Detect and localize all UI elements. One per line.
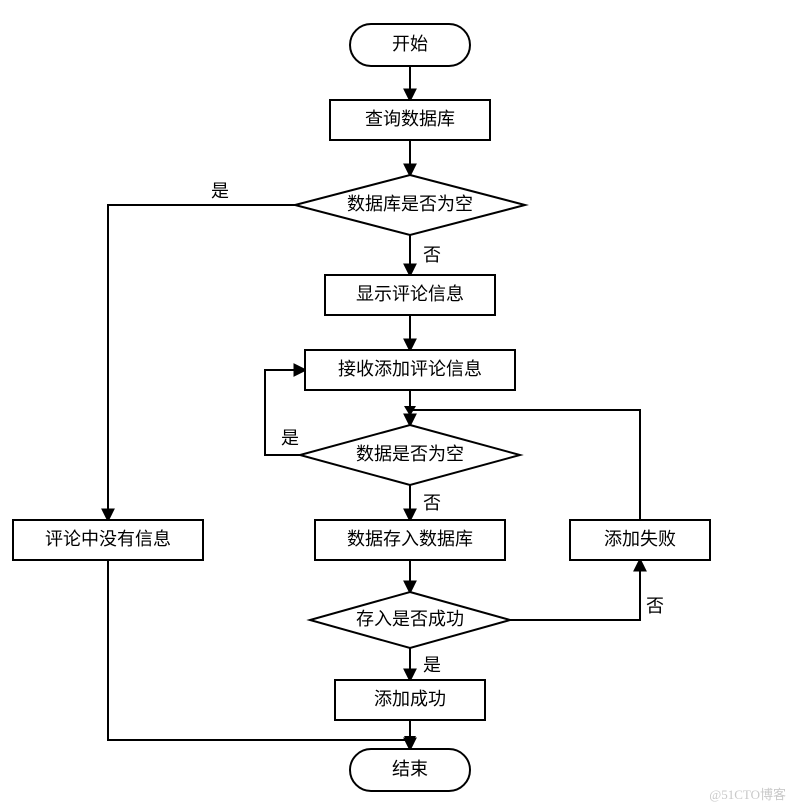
node-label: 数据是否为空 xyxy=(356,444,464,464)
node-no_info: 评论中没有信息 xyxy=(13,520,203,560)
edge-label: 否 xyxy=(423,245,441,265)
edge-label: 是 xyxy=(211,181,229,201)
node-label: 显示评论信息 xyxy=(356,284,464,304)
edge-label: 是 xyxy=(281,428,299,448)
flowchart-canvas: 否否是是是否开始查询数据库数据库是否为空显示评论信息接收添加评论信息数据是否为空… xyxy=(0,0,796,807)
edge-label: 是 xyxy=(423,655,441,675)
edge xyxy=(108,205,295,520)
edges-layer: 否否是是是否 xyxy=(108,66,664,749)
node-recv_add: 接收添加评论信息 xyxy=(305,350,515,390)
edge-label: 否 xyxy=(423,493,441,513)
watermark: @51CTO博客 xyxy=(709,787,786,802)
node-add_ok: 添加成功 xyxy=(335,680,485,720)
edge xyxy=(510,560,640,620)
node-end: 结束 xyxy=(350,749,470,791)
node-start: 开始 xyxy=(350,24,470,66)
node-store_db: 数据存入数据库 xyxy=(315,520,505,560)
node-label: 接收添加评论信息 xyxy=(338,359,482,379)
node-show_comments: 显示评论信息 xyxy=(325,275,495,315)
node-label: 添加成功 xyxy=(374,689,446,709)
node-label: 数据库是否为空 xyxy=(347,194,473,214)
node-label: 添加失败 xyxy=(604,529,676,549)
node-db_empty: 数据库是否为空 xyxy=(295,175,525,235)
node-label: 数据存入数据库 xyxy=(347,529,473,549)
node-label: 开始 xyxy=(392,34,428,54)
node-add_fail: 添加失败 xyxy=(570,520,710,560)
edge-label: 否 xyxy=(646,596,664,616)
nodes-layer: 开始查询数据库数据库是否为空显示评论信息接收添加评论信息数据是否为空数据存入数据… xyxy=(13,24,710,791)
node-label: 存入是否成功 xyxy=(356,609,464,629)
node-data_empty: 数据是否为空 xyxy=(300,425,520,485)
node-label: 结束 xyxy=(392,759,428,779)
node-label: 查询数据库 xyxy=(365,109,455,129)
node-label: 评论中没有信息 xyxy=(45,529,171,549)
node-store_ok: 存入是否成功 xyxy=(310,592,510,648)
node-query_db: 查询数据库 xyxy=(330,100,490,140)
